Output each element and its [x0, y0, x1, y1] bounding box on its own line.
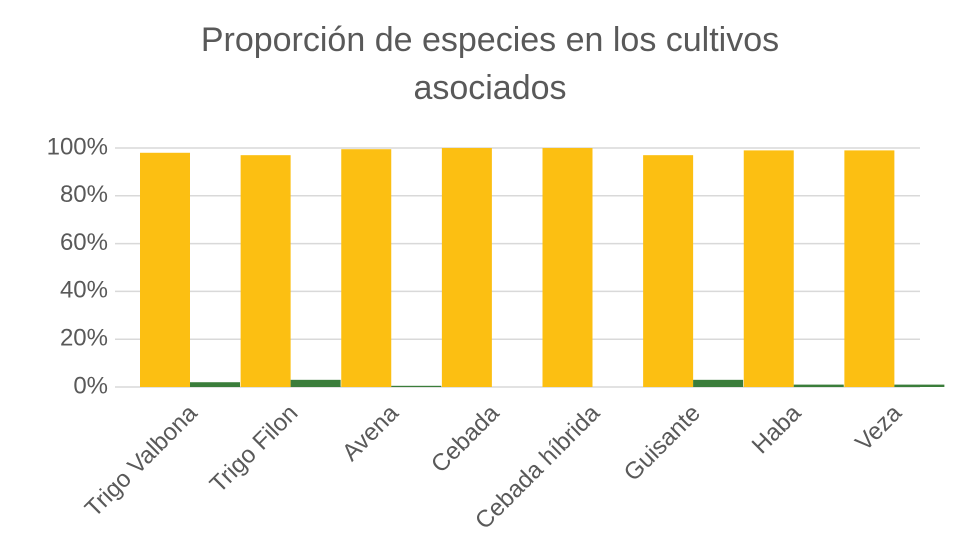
- x-tick-label: Trigo Valbona: [80, 399, 203, 522]
- bar: [190, 382, 240, 387]
- x-tick-label: Avena: [337, 399, 404, 466]
- bar: [844, 150, 895, 387]
- y-tick-label: 20%: [60, 325, 108, 352]
- bar: [140, 152, 190, 387]
- x-tick-label: Trigo Filon: [205, 400, 304, 499]
- y-tick-label: 60%: [60, 229, 108, 256]
- x-tick-label: Haba: [747, 399, 807, 459]
- x-tick-label: Guisante: [619, 400, 706, 487]
- bar: [290, 379, 341, 387]
- y-tick-label: 80%: [60, 181, 108, 208]
- bar: [643, 155, 694, 387]
- x-tick-label: Veza: [850, 399, 907, 456]
- bar: [341, 149, 392, 387]
- y-tick-label: 100%: [47, 133, 108, 160]
- x-tick-label: Cebada: [426, 399, 505, 478]
- bar: [441, 148, 492, 387]
- chart-title: Proporción de especies en los cultivos a…: [200, 21, 780, 107]
- bar: [793, 384, 844, 387]
- bar: [693, 379, 744, 387]
- bar: [542, 148, 593, 387]
- bar: [240, 155, 291, 387]
- y-tick-label: 0%: [73, 372, 108, 399]
- bar: [894, 384, 945, 387]
- bar: [391, 385, 442, 387]
- y-tick-label: 40%: [60, 277, 108, 304]
- bar: [743, 150, 794, 387]
